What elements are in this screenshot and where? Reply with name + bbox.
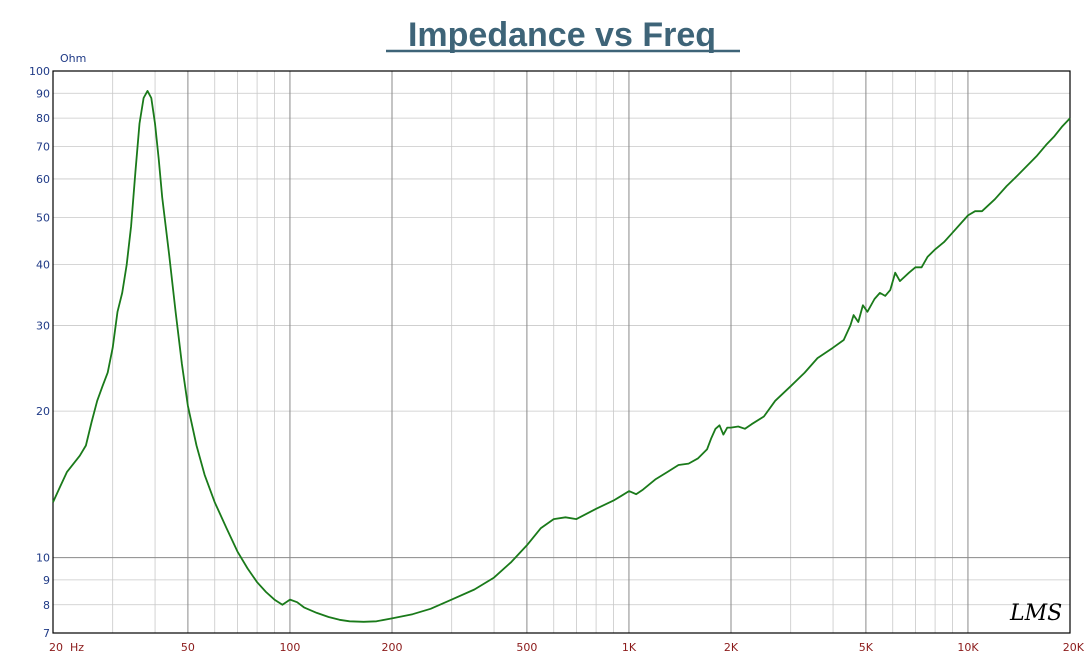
plot-area-border (52, 70, 1071, 634)
impedance-curve (52, 90, 1071, 623)
x-tick-label: 200 (382, 641, 403, 654)
x-tick-label: 1K (622, 641, 637, 654)
y-tick-label: 40 (36, 259, 50, 272)
x-tick-label: 500 (516, 641, 537, 654)
y-tick-label: 10 (36, 552, 50, 565)
x-tick-label: 100 (279, 641, 300, 654)
major-gridlines (53, 71, 1070, 633)
y-tick-label: 9 (43, 574, 50, 587)
y-tick-label: 50 (36, 211, 50, 224)
x-tick-label: 10K (957, 641, 979, 654)
y-axis-unit-label: Ohm (60, 52, 86, 65)
y-tick-labels: 7 8 9 10 20 30 40 50 60 70 80 90 100 (29, 65, 50, 640)
x-tick-label: 5K (859, 641, 874, 654)
y-tick-label: 80 (36, 112, 50, 125)
y-tick-label: 90 (36, 87, 50, 100)
y-tick-label: 30 (36, 319, 50, 332)
minor-gridlines (53, 71, 1070, 633)
y-tick-label: 70 (36, 140, 50, 153)
x-tick-labels: 20 Hz 50 100 200 500 1K 2K 5K 10K 20K (49, 641, 1085, 654)
y-tick-label: 20 (36, 405, 50, 418)
lms-logo: LMS (1009, 601, 1062, 626)
y-tick-label: 7 (43, 627, 50, 640)
x-tick-label: 20 Hz (49, 641, 84, 654)
y-tick-label: 60 (36, 173, 50, 186)
y-tick-label: 100 (29, 65, 50, 78)
x-tick-label: 2K (724, 641, 739, 654)
y-tick-label: 8 (43, 599, 50, 612)
chart-title: Impedance vs Freq (408, 16, 716, 54)
x-tick-label: 20K (1063, 641, 1085, 654)
x-tick-label: 50 (181, 641, 195, 654)
chart-title-group: Impedance vs Freq (386, 16, 740, 54)
